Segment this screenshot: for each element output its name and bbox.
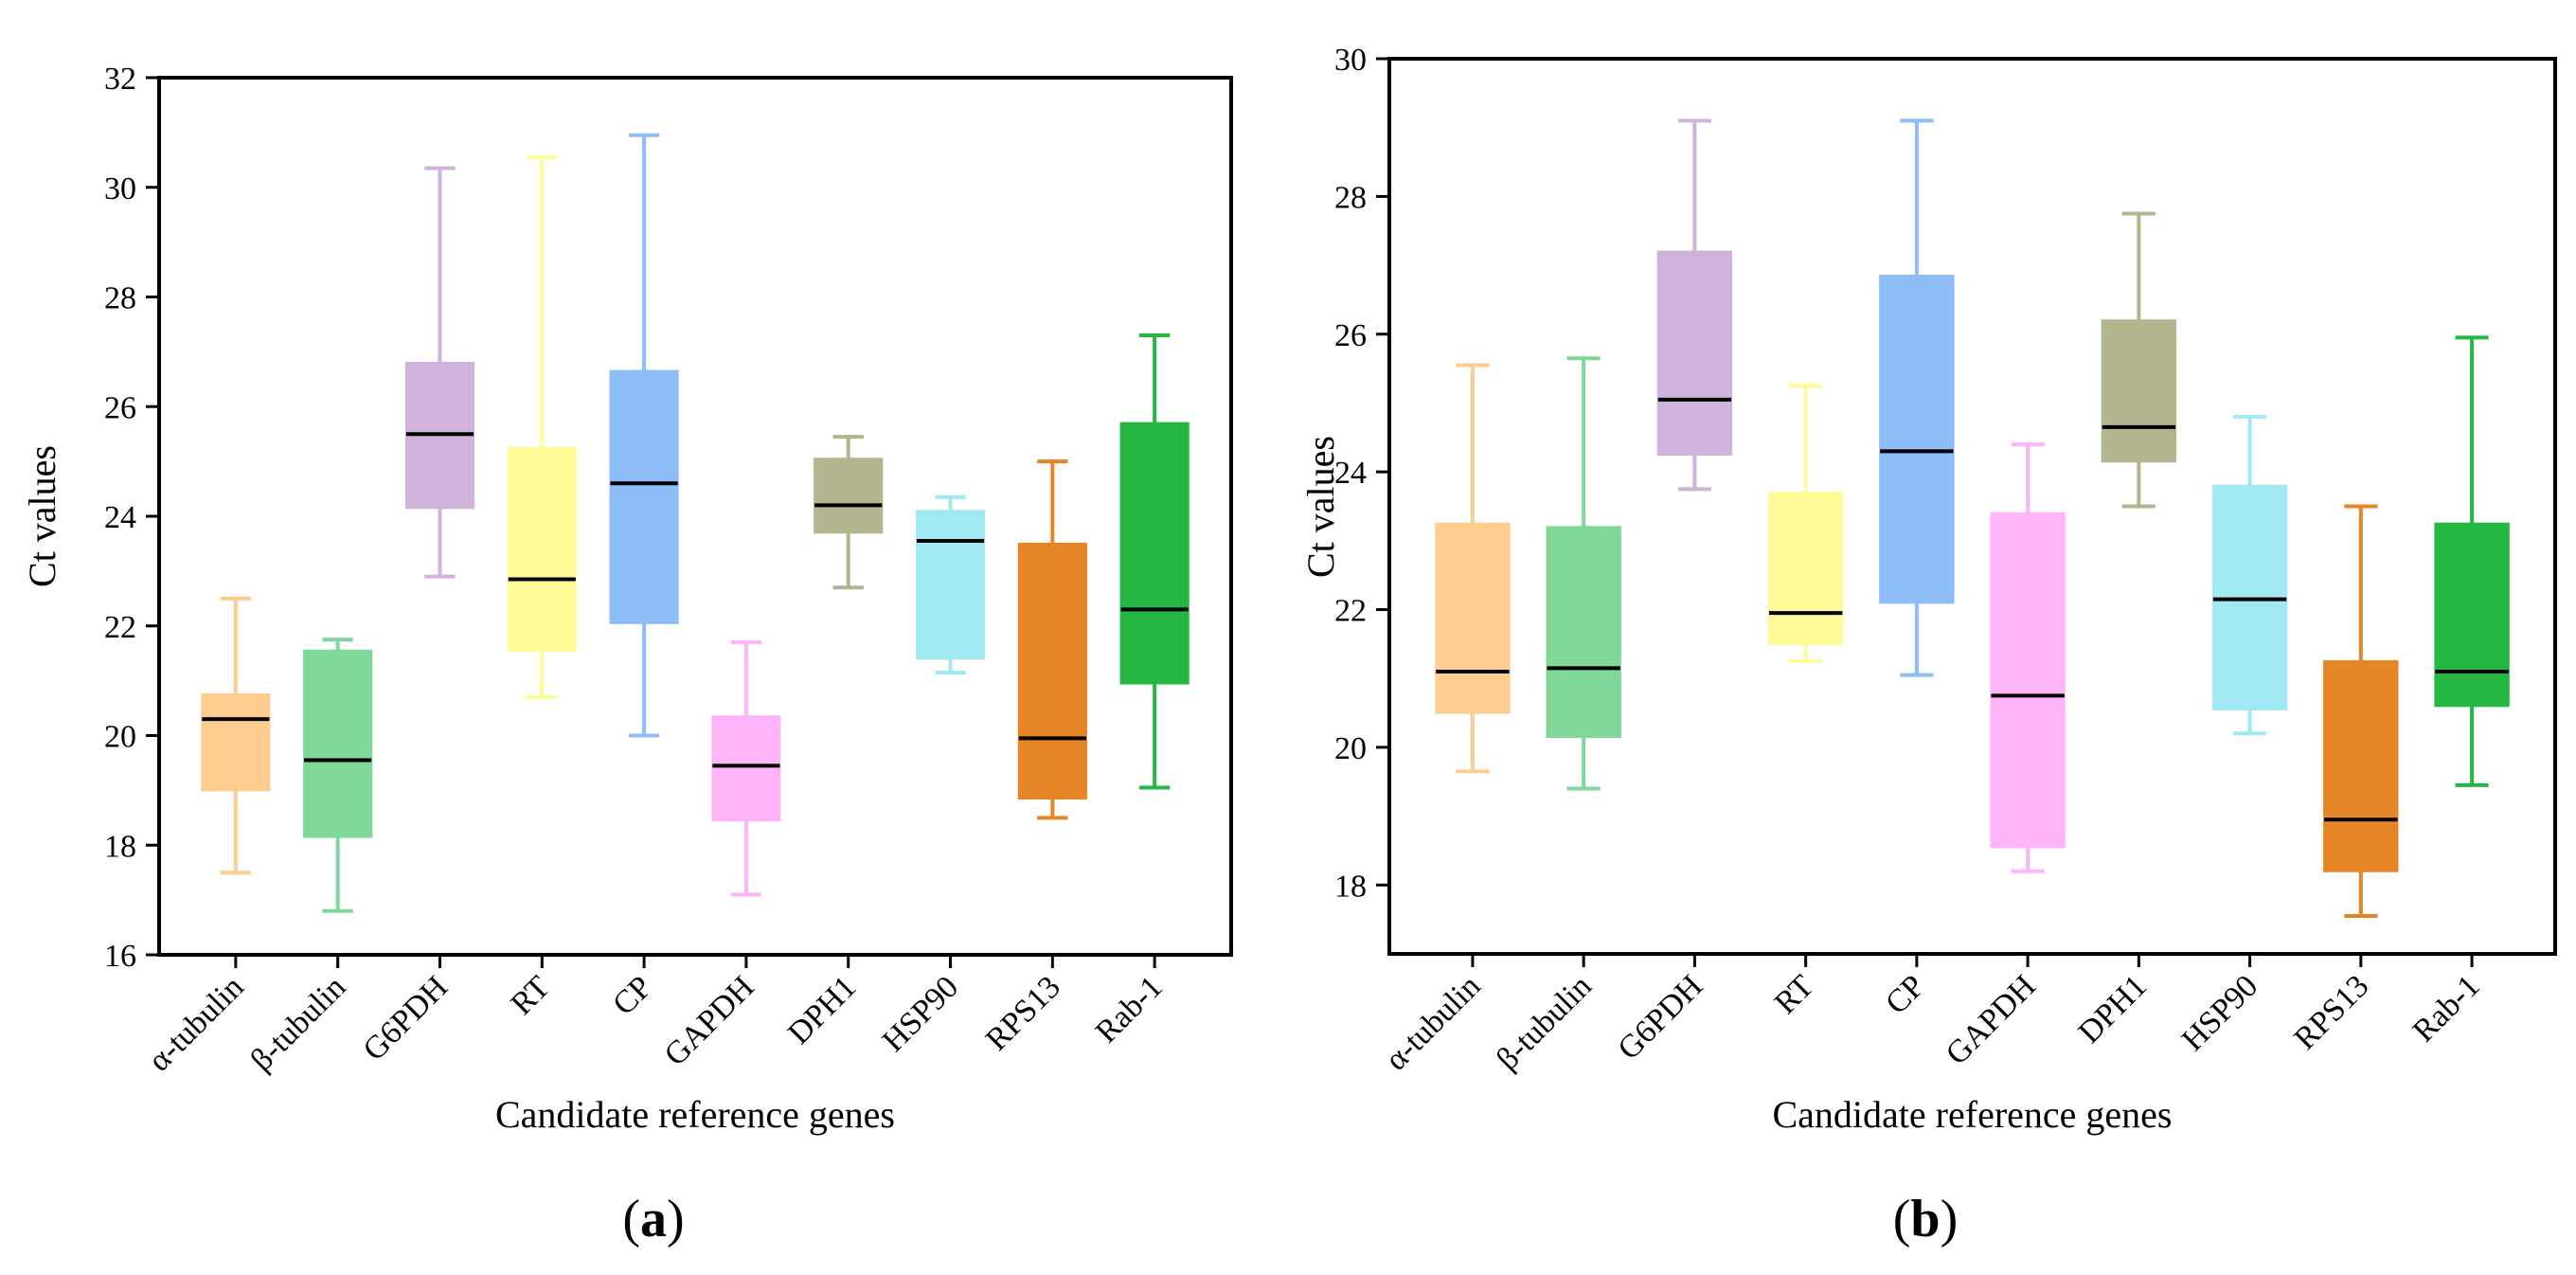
x-axis-title: Candidate reference genes [495, 1093, 895, 1136]
box-dph1 [814, 435, 884, 590]
y-tick-label: 30 [104, 171, 136, 207]
box-iqr [1656, 250, 1733, 456]
y-tick-label: 16 [104, 939, 136, 974]
box-iqr [915, 510, 986, 660]
x-tick-label: Rab-1 [1089, 969, 1170, 1050]
y-tick-label: 24 [104, 500, 136, 535]
box-rab-1 [1119, 333, 1190, 790]
box-rt [507, 154, 577, 699]
plot-frame [1387, 57, 2557, 956]
x-tick-label: GAPDH [1940, 968, 2043, 1071]
y-tick-label: 22 [1334, 594, 1367, 629]
box-rt [1767, 384, 1844, 664]
box-rps13 [2323, 504, 2399, 919]
box-tubulin [201, 596, 271, 875]
y-tick-label: 28 [1334, 180, 1367, 215]
box-rps13 [1017, 459, 1087, 820]
y-tick-label: 18 [1334, 869, 1367, 904]
x-tick-label: DPH1 [2072, 968, 2154, 1050]
y-tick-label: 24 [1334, 456, 1367, 491]
x-tick-label: α-tubulin [1379, 968, 1488, 1077]
x-tick-label: RT [1768, 968, 1821, 1021]
box-iqr [507, 446, 577, 652]
box-iqr [2434, 522, 2510, 708]
box-hsp90 [2211, 415, 2288, 736]
box-iqr [1017, 542, 1087, 800]
x-tick-label: α-tubulin [142, 969, 251, 1078]
box-iqr [711, 715, 781, 822]
x-tick-label: RT [505, 969, 558, 1022]
x-tick-label: G6PDH [356, 969, 455, 1068]
box-g6pdh [404, 166, 475, 579]
y-tick-label: 28 [104, 281, 136, 316]
box-iqr [303, 649, 373, 838]
y-axis-title: Ct values [21, 445, 63, 587]
y-tick-label: 18 [104, 829, 136, 864]
box-tubulin [1546, 356, 1621, 791]
x-tick-label: Rab-1 [2406, 968, 2487, 1049]
panel-label: (a) [622, 1190, 684, 1248]
x-tick-label: β-tubulin [1490, 968, 1599, 1077]
x-tick-label: RPS13 [2288, 968, 2376, 1056]
box-rab-1 [2434, 335, 2510, 787]
y-tick-label: 26 [104, 390, 136, 425]
y-tick-label: 30 [1334, 43, 1367, 78]
x-tick-label: G6PDH [1611, 968, 1709, 1067]
y-tick-label: 20 [1334, 731, 1367, 766]
x-tick-label: HSP90 [2175, 968, 2264, 1057]
x-tick-label: CP [606, 969, 659, 1022]
x-tick-label: HSP90 [876, 969, 965, 1058]
box-iqr [1767, 491, 1844, 645]
x-tick-label: GAPDH [658, 969, 761, 1072]
box-iqr [814, 458, 884, 534]
x-tick-label: RPS13 [979, 969, 1067, 1057]
box-gapdh [711, 640, 781, 897]
x-axis-title: Candidate reference genes [1773, 1093, 2173, 1136]
box-iqr [1119, 422, 1190, 685]
box-hsp90 [915, 494, 986, 674]
y-tick-label: 20 [104, 720, 136, 755]
box-iqr [201, 693, 271, 792]
box-iqr [1546, 526, 1621, 739]
box-iqr [1990, 512, 2066, 849]
box-tubulin [1435, 363, 1511, 774]
box-iqr [2101, 319, 2177, 463]
box-g6pdh [1656, 118, 1733, 492]
box-cp [1879, 118, 1955, 677]
box-gapdh [1990, 442, 2066, 873]
box-tubulin [303, 638, 373, 913]
box-cp [609, 133, 679, 738]
box-dph1 [2101, 211, 2177, 509]
y-tick-label: 22 [104, 610, 136, 645]
y-tick-label: 32 [104, 62, 136, 97]
box-iqr [1879, 274, 1955, 604]
panel-label: (b) [1893, 1190, 1958, 1248]
x-tick-label: CP [1879, 968, 1932, 1021]
y-tick-label: 26 [1334, 318, 1367, 353]
x-tick-label: β-tubulin [244, 969, 353, 1078]
x-tick-label: DPH1 [781, 969, 863, 1051]
panel-b: 18 20 22 24 26 28 30 α-tubulin β-tubulin G6PDH RT C… [1299, 43, 2557, 1248]
box-iqr [609, 369, 679, 624]
box-iqr [1435, 522, 1511, 714]
box-iqr [2323, 660, 2399, 872]
y-axis-title: Ct values [1299, 436, 1342, 578]
